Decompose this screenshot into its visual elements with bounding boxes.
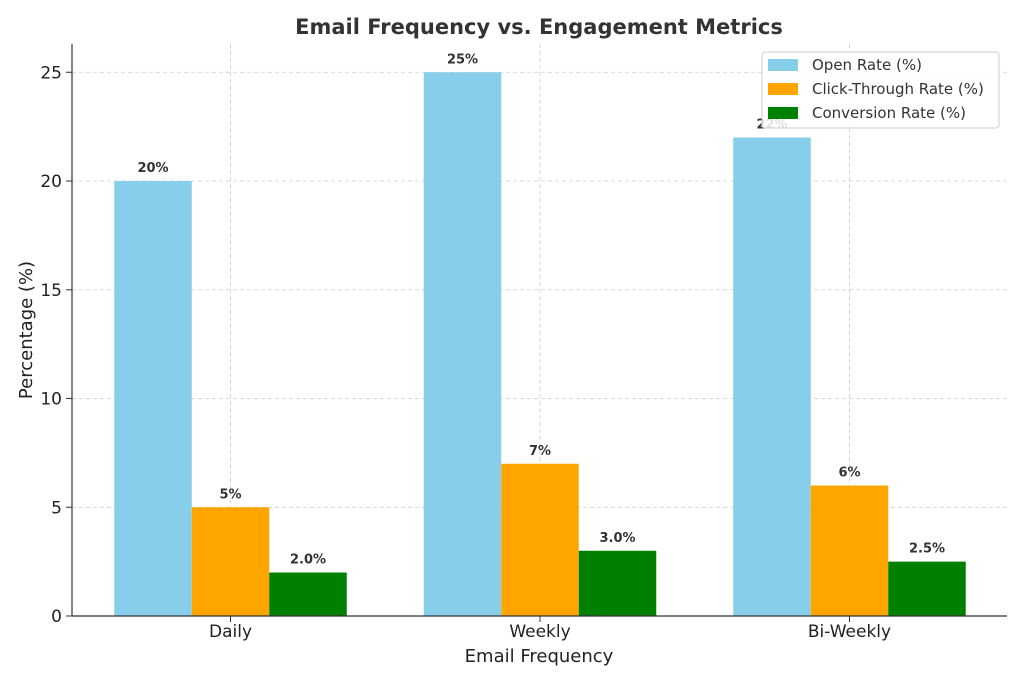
x-axis-label: Email Frequency bbox=[465, 646, 614, 667]
x-tick-label: Weekly bbox=[509, 622, 570, 642]
bar bbox=[733, 137, 811, 616]
bars bbox=[114, 72, 966, 617]
bar bbox=[269, 572, 347, 616]
bar bbox=[114, 181, 192, 616]
legend-label: Open Rate (%) bbox=[812, 56, 922, 74]
data-label: 25% bbox=[447, 52, 478, 67]
data-label: 6% bbox=[838, 466, 860, 481]
data-label: 3.0% bbox=[599, 531, 635, 546]
x-tick-label: Bi-Weekly bbox=[808, 622, 891, 642]
bar bbox=[191, 507, 270, 616]
chart-title: Email Frequency vs. Engagement Metrics bbox=[295, 15, 783, 39]
legend: Open Rate (%) Click-Through Rate (%) Conve… bbox=[761, 51, 1000, 129]
y-axis-label: Percentage (%) bbox=[16, 261, 37, 399]
bar bbox=[423, 72, 502, 617]
y-tick-label: 5 bbox=[51, 498, 62, 518]
y-tick-label: 15 bbox=[40, 281, 62, 301]
bar bbox=[501, 463, 579, 616]
data-label: 7% bbox=[529, 444, 551, 459]
axes: 0 5 10 15 20 25 Daily Weekly Bi-Weekly bbox=[40, 44, 1007, 642]
legend-swatch bbox=[768, 83, 798, 95]
legend-label: Conversion Rate (%) bbox=[812, 104, 966, 122]
data-label: 5% bbox=[219, 487, 241, 502]
data-label: 20% bbox=[137, 161, 168, 176]
y-tick-label: 10 bbox=[40, 390, 62, 410]
legend-swatch bbox=[768, 107, 798, 119]
data-label: 2.0% bbox=[290, 553, 326, 568]
bar bbox=[578, 550, 657, 616]
legend-label: Click-Through Rate (%) bbox=[812, 80, 984, 98]
data-label: 2.5% bbox=[909, 542, 945, 557]
y-tick-label: 25 bbox=[40, 63, 62, 83]
data-labels: 20%25%22%5%7%6%2.0%3.0%2.5% bbox=[137, 52, 945, 567]
y-tick-label: 20 bbox=[40, 172, 62, 192]
bar bbox=[888, 561, 966, 616]
legend-box bbox=[761, 51, 1000, 129]
x-tick-label: Daily bbox=[209, 622, 252, 642]
y-tick-label: 0 bbox=[51, 607, 62, 627]
legend-swatch bbox=[768, 59, 798, 71]
bar bbox=[810, 485, 889, 616]
